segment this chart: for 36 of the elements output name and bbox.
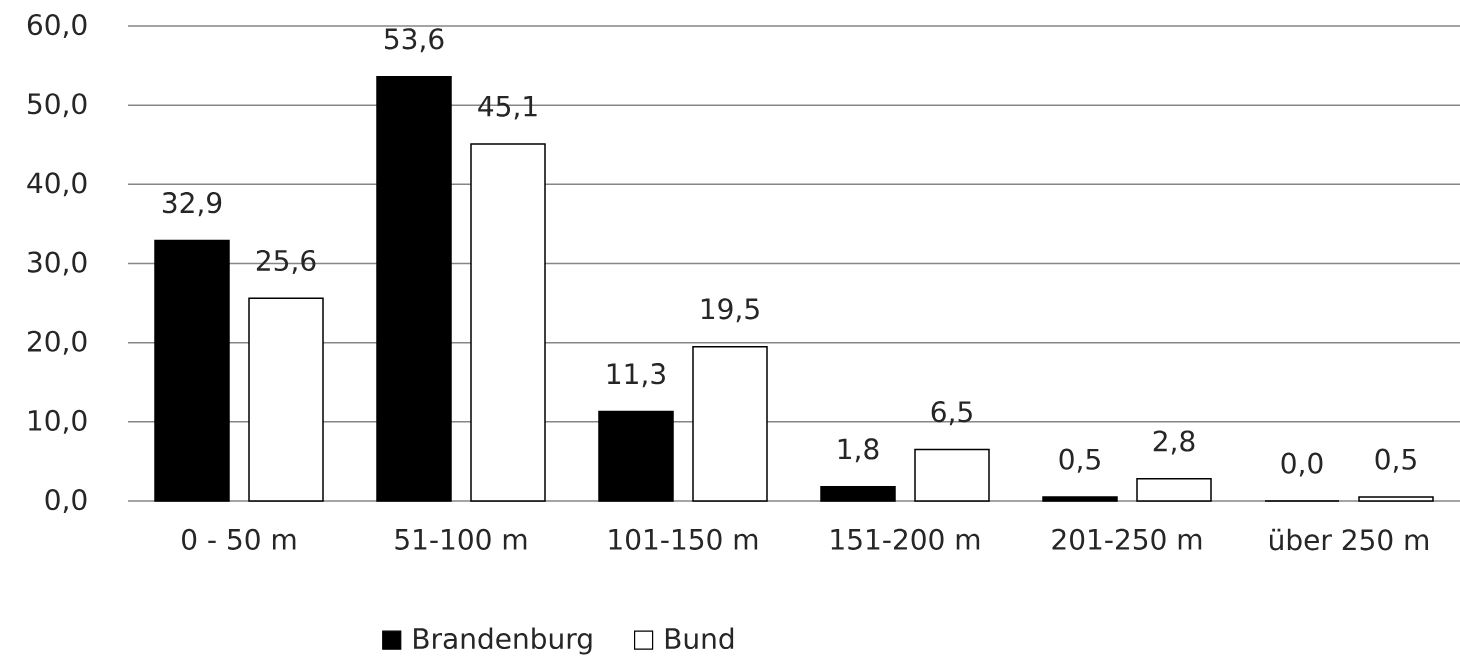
data-label: 0,5: [1375, 448, 1416, 473]
data-label: 0,0: [1281, 452, 1323, 477]
y-tick-label: 20,0: [27, 330, 87, 355]
bar: [820, 486, 896, 502]
bar: [1042, 496, 1118, 502]
bar: [376, 75, 452, 502]
bar: [248, 297, 324, 502]
data-label: 53,6: [384, 28, 444, 53]
y-tick-label: 10,0: [28, 409, 87, 434]
data-label: 32,9: [162, 192, 222, 217]
y-tick-label: 50,0: [28, 93, 87, 118]
legend-label: Brandenburg: [414, 627, 592, 655]
x-tick-label: 151-200 m: [831, 528, 980, 550]
x-tick-label: 51-100 m: [395, 528, 527, 550]
data-label: 19,5: [701, 298, 759, 323]
bar: [154, 239, 230, 502]
x-tick-label: 101-150 m: [609, 528, 758, 550]
x-tick-label: über 250 m: [1269, 528, 1428, 551]
data-label: 11,3: [607, 363, 665, 388]
y-tick-label: 30,0: [28, 251, 87, 276]
legend-label: Bund: [665, 627, 734, 650]
bar: [914, 448, 990, 502]
x-tick-label: 201-250 m: [1052, 528, 1202, 550]
bar: [1358, 496, 1434, 502]
y-tick-label: 60,0: [27, 13, 87, 39]
y-tick-label: 0,0: [45, 488, 87, 514]
bar: [598, 410, 674, 502]
data-label: 0,5: [1059, 448, 1100, 473]
bar: [470, 143, 546, 502]
y-tick-label: 40,0: [27, 172, 87, 197]
data-label: 1,8: [838, 438, 879, 463]
bar: [1136, 478, 1212, 502]
data-label: 6,5: [931, 401, 972, 426]
x-tick-label: 0 - 50 m: [182, 528, 296, 550]
bar: [692, 345, 768, 502]
data-label: 2,8: [1153, 430, 1195, 455]
